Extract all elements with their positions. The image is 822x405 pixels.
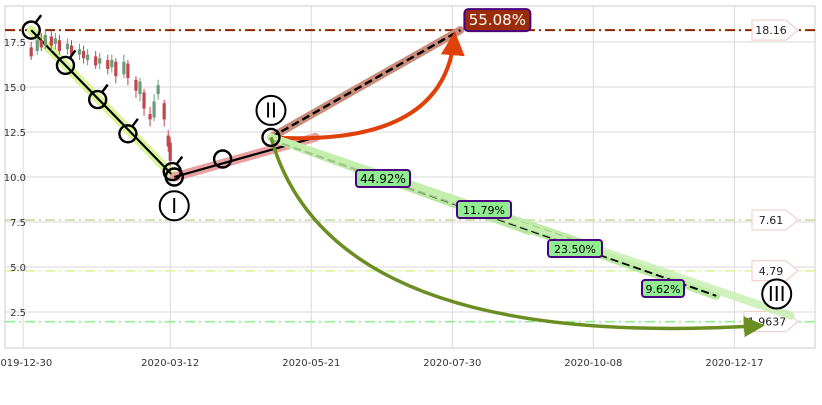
projection-up-line bbox=[270, 29, 461, 139]
swing-marker bbox=[164, 167, 184, 187]
candle-body bbox=[152, 101, 156, 118]
projection-up-label: 55.08% bbox=[469, 11, 526, 29]
candle-body bbox=[98, 58, 102, 64]
candle-body bbox=[35, 40, 39, 51]
percent-box bbox=[547, 239, 603, 258]
wave-label: III bbox=[768, 282, 786, 306]
y-tick-label: 12.5 bbox=[4, 128, 26, 139]
candle-body bbox=[162, 103, 166, 120]
candle-body bbox=[43, 34, 47, 46]
y-tick-label: 10.0 bbox=[4, 173, 26, 184]
level-value-label: 7.61 bbox=[759, 214, 784, 227]
x-tick-label: 2020-07-30 bbox=[423, 358, 481, 369]
wave-label: I bbox=[171, 194, 177, 218]
swing-markers bbox=[21, 14, 281, 187]
candle-body bbox=[114, 61, 118, 77]
wave-label: II bbox=[265, 98, 277, 122]
x-tick-label: 2020-12-17 bbox=[705, 358, 763, 369]
percent-box bbox=[355, 169, 411, 188]
candle-body bbox=[106, 60, 110, 69]
candles bbox=[29, 29, 172, 167]
swing-marker bbox=[212, 149, 233, 169]
candle-body bbox=[166, 135, 170, 147]
candle-body bbox=[49, 36, 53, 46]
candle-body bbox=[126, 63, 130, 78]
candle-body bbox=[134, 79, 138, 91]
horizontal-levels: 18.167.614.791.9637 bbox=[5, 19, 815, 333]
wave-label-circle bbox=[761, 278, 793, 310]
projection-down-arrow bbox=[269, 136, 765, 338]
x-tick-label: 2020-05-21 bbox=[282, 358, 340, 369]
percent-label: 44.92% bbox=[360, 172, 406, 186]
y-tick-label: 15.0 bbox=[4, 83, 26, 94]
downtrend-line bbox=[30, 29, 176, 178]
percent-label: 11.79% bbox=[463, 204, 505, 217]
swing-marker bbox=[55, 55, 76, 76]
candle-body bbox=[86, 54, 90, 60]
projection-down-main-glow bbox=[266, 133, 795, 320]
candle-body bbox=[138, 81, 142, 95]
y-tick-label: 5.0 bbox=[10, 263, 26, 274]
y-tick-label: 17.5 bbox=[4, 38, 26, 49]
axes: 2019-12-30 2020-03-12 2020-05-21 2020-07-30… bbox=[0, 38, 763, 369]
swing-marker-tail bbox=[68, 49, 77, 60]
y-tick-label: 2.5 bbox=[10, 308, 26, 319]
candle-body bbox=[94, 56, 98, 66]
swing-marker-tail bbox=[175, 155, 184, 166]
level-tag bbox=[751, 209, 799, 231]
candle-body bbox=[122, 61, 126, 75]
x-tick-label: 2019-12-30 bbox=[0, 358, 52, 369]
wave-label-circle bbox=[255, 94, 287, 126]
level-value-label: 18.16 bbox=[755, 24, 787, 37]
candle-body bbox=[81, 51, 86, 59]
candle-body bbox=[142, 92, 146, 109]
percent-box bbox=[641, 279, 685, 298]
wave-label-circle bbox=[158, 190, 190, 222]
level-value-label: 4.79 bbox=[759, 265, 784, 278]
x-tick-label: 2020-03-12 bbox=[141, 358, 199, 369]
candle-body bbox=[156, 85, 160, 95]
candle-body bbox=[69, 45, 74, 55]
projection-up-label-box bbox=[463, 8, 532, 33]
percent-label: 23.50% bbox=[554, 243, 596, 256]
candle-body bbox=[53, 38, 57, 44]
swing-marker-tail bbox=[100, 83, 109, 94]
candle-body bbox=[39, 40, 43, 48]
candle-body bbox=[148, 114, 152, 120]
x-tick-label: 2020-10-08 bbox=[564, 358, 622, 369]
y-tick-label: 7.5 bbox=[10, 218, 26, 229]
level-tag bbox=[751, 260, 799, 282]
swing-marker bbox=[87, 89, 108, 110]
swing-marker bbox=[21, 20, 41, 40]
projection-up-arrow bbox=[270, 31, 465, 141]
percent-box bbox=[456, 200, 512, 219]
swing-marker bbox=[261, 127, 281, 148]
candle-body bbox=[65, 43, 70, 50]
candle-body bbox=[77, 49, 82, 55]
candle-body bbox=[29, 47, 33, 57]
candle-body bbox=[168, 142, 172, 161]
candle-body bbox=[110, 60, 114, 68]
level-tag bbox=[751, 19, 799, 41]
candle-body bbox=[57, 40, 62, 51]
swing-marker-tail bbox=[130, 118, 139, 128]
swing-marker bbox=[118, 124, 138, 144]
swing-marker-tail bbox=[34, 14, 43, 24]
percent-label: 9.62% bbox=[646, 283, 681, 296]
